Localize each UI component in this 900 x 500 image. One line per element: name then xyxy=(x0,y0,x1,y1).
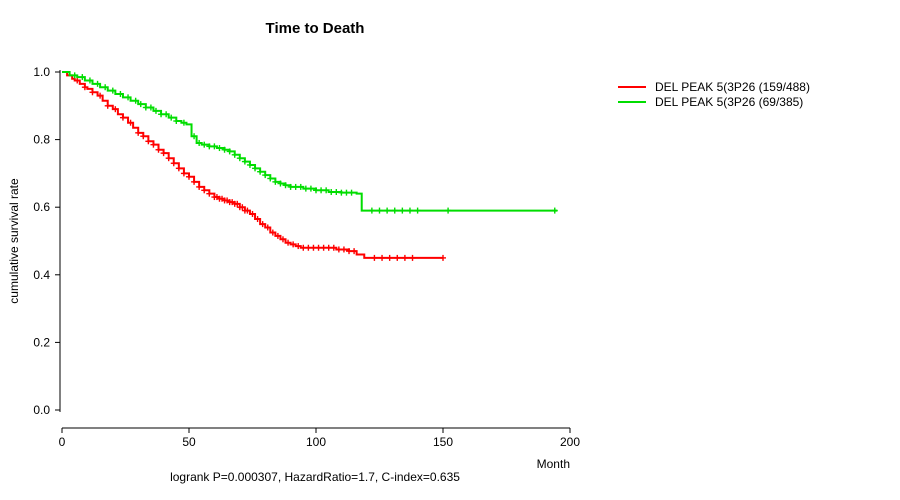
x-tick-label: 0 xyxy=(59,435,66,449)
x-tick-label: 50 xyxy=(182,435,196,449)
series-red xyxy=(62,71,446,261)
legend: DEL PEAK 5(3P26 (159/488) DEL PEAK 5(3P2… xyxy=(618,79,810,109)
y-axis-label: cumulative survival rate xyxy=(7,178,21,304)
stats-annotation: logrank P=0.000307, HazardRatio=1.7, C-i… xyxy=(170,470,460,484)
y-tick-label: 0.8 xyxy=(33,133,50,147)
x-tick-label: 100 xyxy=(306,435,326,449)
series-green xyxy=(62,71,558,214)
axes: 0.0 0.2 0.4 0.6 0.8 1.0 0 50 100 150 200 xyxy=(33,65,580,449)
chart-title: Time to Death xyxy=(265,20,365,37)
x-tick-label: 150 xyxy=(433,435,453,449)
y-tick-label: 1.0 xyxy=(33,65,50,79)
legend-item-red-group: DEL PEAK 5(3P26 (159/488) xyxy=(618,79,810,94)
x-tick-label: 200 xyxy=(560,435,580,449)
x-axis-label: Month xyxy=(536,457,570,471)
survival-curve xyxy=(62,71,558,212)
y-tick-label: 0.2 xyxy=(33,335,50,349)
legend-line-swatch-red xyxy=(618,85,646,88)
legend-line-swatch-green xyxy=(618,100,646,103)
legend-item-green-group: DEL PEAK 5(3P26 (69/385) xyxy=(618,94,810,109)
legend-label-green: DEL PEAK 5(3P26 (69/385) xyxy=(655,94,804,109)
y-tick-label: 0.6 xyxy=(33,200,50,214)
legend-label-red: DEL PEAK 5(3P26 (159/488) xyxy=(655,79,810,94)
y-tick-label: 0.0 xyxy=(33,403,50,417)
y-tick-label: 0.4 xyxy=(33,268,50,282)
